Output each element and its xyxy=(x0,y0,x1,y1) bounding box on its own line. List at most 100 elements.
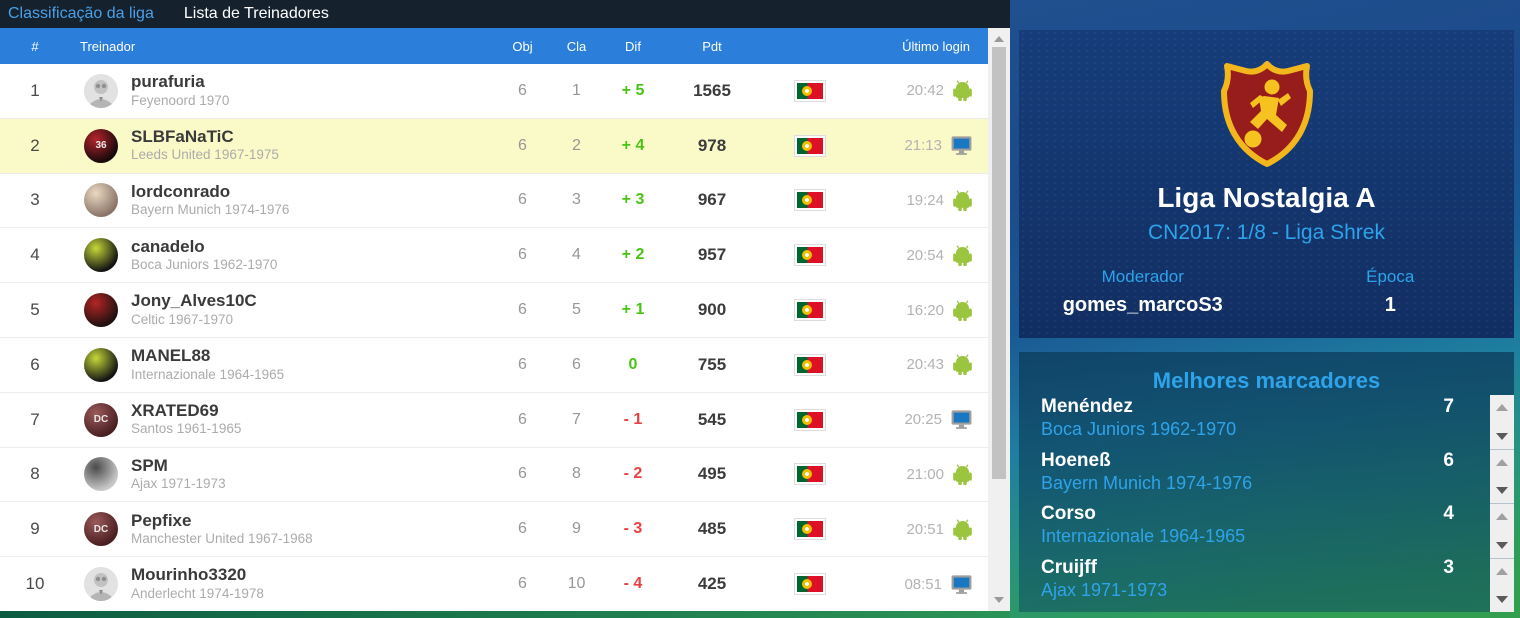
scroll-down-icon[interactable] xyxy=(994,597,1004,603)
spin-up-icon[interactable] xyxy=(1496,404,1508,411)
rank-cell: 4 xyxy=(30,245,40,265)
desktop-icon xyxy=(951,136,972,156)
scorer-spinner[interactable] xyxy=(1490,504,1514,559)
cla-cell: 10 xyxy=(567,575,586,593)
spin-down-icon[interactable] xyxy=(1496,541,1508,549)
portugal-flag-icon xyxy=(794,353,826,376)
scroll-up-icon[interactable] xyxy=(994,36,1004,42)
login-time: 20:43 xyxy=(906,356,944,374)
dif-cell: + 2 xyxy=(621,246,645,264)
obj-cell: 6 xyxy=(518,575,527,593)
portugal-flag-icon xyxy=(794,518,826,541)
trainer-name: Mourinho3320 xyxy=(131,565,247,585)
trainer-name: MANEL88 xyxy=(131,346,211,366)
login-time: 20:51 xyxy=(906,520,944,538)
scorer-spinner[interactable] xyxy=(1490,449,1514,504)
spin-up-icon[interactable] xyxy=(1496,513,1508,520)
league-info-card: Liga Nostalgia A CN2017: 1/8 - Liga Shre… xyxy=(1019,30,1514,338)
pdt-cell: 545 xyxy=(697,409,727,429)
avatar xyxy=(84,293,118,328)
top-scorers-card: Melhores marcadores Menéndez 7 Boca Juni… xyxy=(1019,352,1514,612)
trainer-club: Ajax 1971-1973 xyxy=(131,476,226,492)
header-rank: # xyxy=(31,38,39,54)
rank-cell: 5 xyxy=(30,300,40,320)
portugal-flag-icon xyxy=(794,573,826,596)
trainer-cell: MANEL88 Internazionale 1964-1965 xyxy=(70,346,495,383)
trainer-row[interactable]: 2 36 SLBFaNaTiC Leeds United 1967-1975 6… xyxy=(0,118,988,174)
obj-cell: 6 xyxy=(518,301,527,319)
league-competition: CN2017: 1/8 - Liga Shrek xyxy=(1148,221,1385,244)
obj-cell: 6 xyxy=(518,136,527,154)
avatar: 36 xyxy=(84,128,118,163)
trainer-cell: Mourinho3320 Anderlecht 1974-1978 xyxy=(70,565,495,602)
cla-cell: 5 xyxy=(572,301,581,319)
spin-down-icon[interactable] xyxy=(1496,596,1508,603)
header-last-login: Último login xyxy=(902,38,970,54)
login-time: 08:51 xyxy=(904,575,942,593)
avatar xyxy=(84,183,118,218)
pdt-cell: 425 xyxy=(697,574,727,594)
obj-cell: 6 xyxy=(518,465,527,483)
scorer-club: Boca Juniors 1962-1970 xyxy=(1041,419,1237,439)
rank-cell: 8 xyxy=(30,464,40,484)
scorer-spinner[interactable] xyxy=(1490,395,1514,450)
obj-cell: 6 xyxy=(518,410,527,428)
trainer-table-body: 1 purafuria Feyenoord 1970 6 1 + 5 1565 … xyxy=(0,64,988,612)
trainer-club: Boca Juniors 1962-1970 xyxy=(131,257,278,273)
dif-cell: + 4 xyxy=(621,136,645,154)
scorer-club: Ajax 1971-1973 xyxy=(1041,579,1168,600)
scorer-name: Cruijff xyxy=(1041,556,1097,578)
season-block: Época 1 xyxy=(1267,267,1515,317)
login-time: 16:20 xyxy=(906,301,944,319)
android-icon xyxy=(953,464,972,485)
dif-cell: - 1 xyxy=(623,410,643,428)
header-cla: Cla xyxy=(566,38,587,54)
tab-trainer-list[interactable]: Lista de Treinadores xyxy=(183,5,329,22)
trainer-row[interactable]: 4 canadelo Boca Juniors 1962-1970 6 4 + … xyxy=(0,228,988,284)
default-manager-avatar xyxy=(84,567,118,602)
rank-cell: 1 xyxy=(30,80,40,100)
trainer-cell: lordconrado Bayern Munich 1974-1976 xyxy=(70,182,495,219)
trainer-row[interactable]: 9 DC Pepfixe Manchester United 1967-1968… xyxy=(0,502,988,558)
login-time: 19:24 xyxy=(906,191,944,209)
pdt-cell: 1565 xyxy=(693,80,731,100)
avatar xyxy=(84,457,118,492)
scorer-spinner[interactable] xyxy=(1490,558,1514,612)
spin-down-icon[interactable] xyxy=(1496,432,1508,440)
trainer-club: Anderlecht 1974-1978 xyxy=(131,585,264,601)
season-value: 1 xyxy=(1384,294,1396,316)
trainer-club: Bayern Munich 1974-1976 xyxy=(131,202,290,218)
pdt-cell: 495 xyxy=(697,464,727,484)
trainer-row[interactable]: 3 lordconrado Bayern Munich 1974-1976 6 … xyxy=(0,173,988,229)
trainer-row[interactable]: 8 SPM Ajax 1971-1973 6 8 - 2 495 21:00 xyxy=(0,447,988,503)
rank-cell: 9 xyxy=(30,519,40,539)
pdt-cell: 900 xyxy=(697,300,727,320)
android-icon xyxy=(953,190,972,211)
pdt-cell: 957 xyxy=(697,245,727,265)
table-scrollbar[interactable] xyxy=(988,28,1010,611)
header-pdt: Pdt xyxy=(702,38,722,54)
spin-up-icon[interactable] xyxy=(1496,567,1508,575)
tab-league-standings[interactable]: Classificação da liga xyxy=(8,5,154,22)
trainer-row[interactable]: 7 DC XRATED69 Santos 1961-1965 6 7 - 1 5… xyxy=(0,392,988,448)
spin-up-icon[interactable] xyxy=(1496,458,1508,466)
cla-cell: 2 xyxy=(572,136,581,154)
spin-down-icon[interactable] xyxy=(1496,487,1508,494)
default-manager-avatar xyxy=(84,73,118,108)
scrollbar-thumb[interactable] xyxy=(992,47,1006,479)
avatar xyxy=(84,347,118,382)
league-meta: Moderador gomes_marcoS3 Época 1 xyxy=(1019,267,1514,317)
trainer-club: Feyenoord 1970 xyxy=(131,92,230,108)
desktop-icon xyxy=(951,574,972,594)
scorers-scrollbar[interactable] xyxy=(1490,395,1514,612)
trainer-name: XRATED69 xyxy=(131,401,219,421)
pdt-cell: 485 xyxy=(697,519,727,539)
obj-cell: 6 xyxy=(518,355,527,373)
trainer-row[interactable]: 6 MANEL88 Internazionale 1964-1965 6 6 0… xyxy=(0,337,988,393)
cla-cell: 7 xyxy=(572,410,581,428)
trainer-row[interactable]: 10 Mourinho3320 Anderlecht 1974-1978 6 1… xyxy=(0,557,988,612)
trainer-row[interactable]: 5 Jony_Alves10C Celtic 1967-1970 6 5 + 1… xyxy=(0,283,988,338)
trainer-row[interactable]: 1 purafuria Feyenoord 1970 6 1 + 5 1565 … xyxy=(0,64,988,119)
obj-cell: 6 xyxy=(518,246,527,264)
scorer-name: Menéndez xyxy=(1041,396,1133,417)
